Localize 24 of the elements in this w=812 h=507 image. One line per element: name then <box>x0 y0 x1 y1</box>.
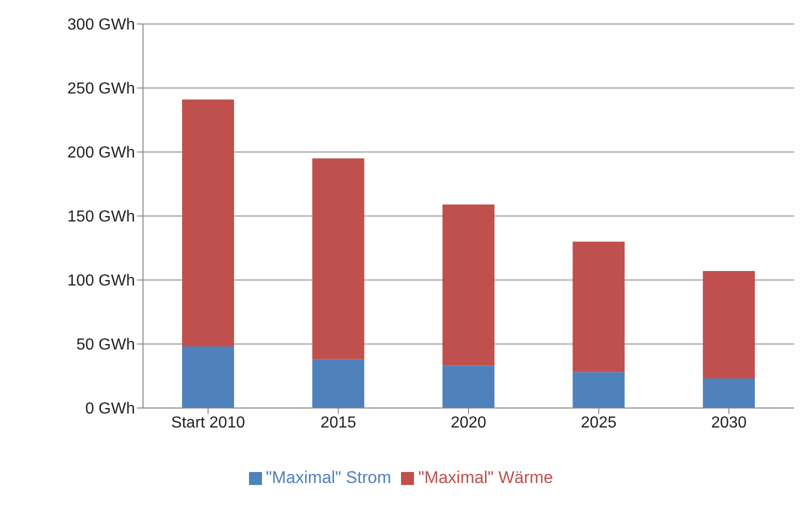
y-tick-label: 250 GWh <box>67 80 135 98</box>
bar <box>442 204 494 366</box>
bar <box>572 372 625 408</box>
y-tick-label: 0 GWh <box>85 400 135 418</box>
x-tick-label: Start 2010 <box>171 414 246 432</box>
bar <box>182 100 234 347</box>
x-tick-label: 2015 <box>320 414 356 432</box>
bar <box>702 271 755 379</box>
bar <box>702 378 755 408</box>
bar <box>312 359 364 408</box>
legend-label: "Maximal" Strom <box>266 468 392 487</box>
y-tick-label: 50 GWh <box>76 336 135 354</box>
y-tick-label: 150 GWh <box>67 208 135 226</box>
y-tick-label: 100 GWh <box>67 272 135 290</box>
bar <box>182 346 234 408</box>
x-tick-label: 2020 <box>450 414 486 432</box>
bar <box>572 242 625 372</box>
bar <box>312 158 364 360</box>
bar <box>442 366 494 408</box>
y-tick-label: 300 GWh <box>67 16 135 34</box>
legend-label: "Maximal" Wärme <box>418 468 554 487</box>
y-tick-label: 200 GWh <box>67 144 135 162</box>
x-tick-label: 2025 <box>580 414 617 432</box>
x-tick-label: 2030 <box>711 414 747 432</box>
